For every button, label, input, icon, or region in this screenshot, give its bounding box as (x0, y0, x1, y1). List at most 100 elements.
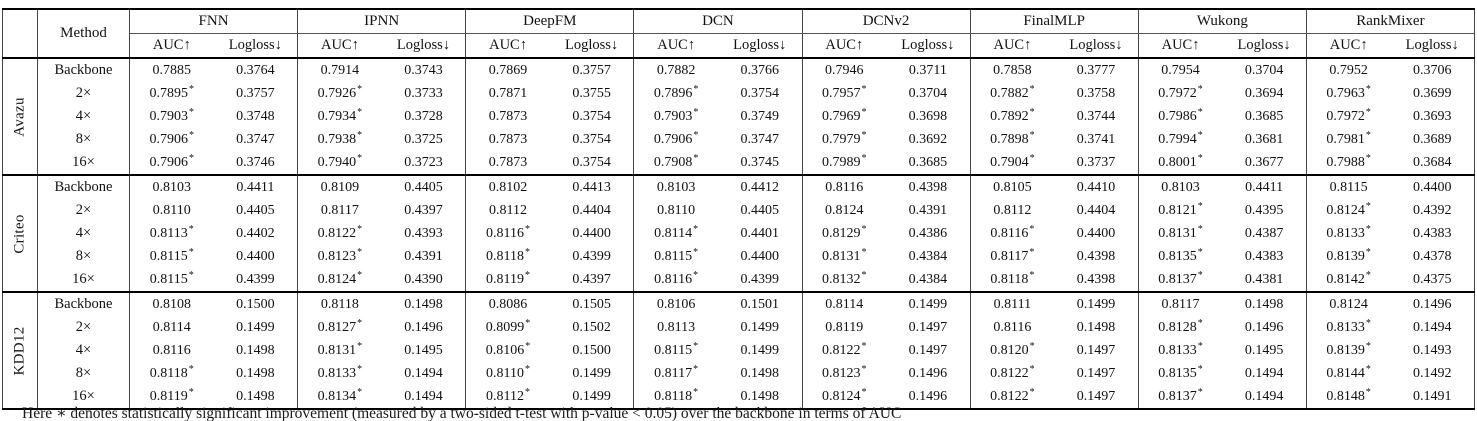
auc-value: 0.8128* (1158, 317, 1203, 335)
auc-value: 0.7903* (149, 106, 195, 124)
auc-value: 0.8112 (993, 202, 1032, 218)
auc-value: 0.7954 (1138, 57, 1223, 82)
logloss-value: 0.4405 (717, 199, 803, 222)
group-header-dcn: DCN (633, 9, 803, 34)
auc-value: 0.8114* (654, 223, 699, 241)
metric-header-logloss: Logloss↓ (1390, 33, 1476, 59)
logloss-value: 0.4397 (381, 199, 467, 222)
auc-value: 0.8110 (657, 202, 696, 218)
auc-value: 0.8116 (802, 174, 887, 199)
significance-star: * (1365, 83, 1371, 95)
logloss-value: 0.3741 (1054, 128, 1139, 151)
auc-value: 0.8132* (822, 269, 867, 287)
logloss-value: 0.1502 (549, 316, 635, 339)
logloss-value: 0.1496 (886, 362, 971, 385)
auc-value: 0.7873 (488, 131, 528, 147)
auc-value: 0.8117* (654, 363, 699, 381)
significance-star: * (861, 83, 867, 95)
auc-value: 0.7906* (653, 129, 699, 147)
significance-star: * (188, 363, 194, 375)
significance-star: * (1029, 363, 1035, 375)
auc-value: 0.8124* (317, 269, 363, 287)
auc-value: 0.7895* (149, 83, 195, 101)
logloss-value: 0.3777 (1054, 57, 1139, 82)
auc-value: 0.8114 (802, 291, 887, 316)
auc-value: 0.8117* (990, 246, 1035, 264)
auc-value: 0.8122* (990, 386, 1035, 404)
logloss-value: 0.4390 (381, 268, 467, 292)
logloss-value: 0.4384 (886, 268, 971, 292)
significance-star: * (693, 386, 699, 398)
row-label: 16× (37, 268, 130, 292)
significance-star: * (525, 223, 531, 235)
table-row: 2× 0.8110 0.4405 0.8117 0.4397 0.8112 0.4404 0.… (3, 199, 1476, 222)
auc-value: 0.7906* (149, 152, 195, 170)
auc-value: 0.7892* (990, 106, 1035, 124)
auc-value: 0.7988* (1326, 152, 1371, 170)
significance-star: * (357, 246, 363, 258)
auc-value: 0.7898* (990, 129, 1035, 147)
table-row: 4× 0.7903* 0.3748 0.7934* 0.3728 0.7873 0.3754… (3, 105, 1476, 128)
logloss-value: 0.3747 (717, 128, 803, 151)
auc-value: 0.8117 (320, 202, 359, 218)
auc-value: 0.8135* (1158, 246, 1203, 264)
auc-value: 0.7994* (1158, 129, 1203, 147)
logloss-value: 0.4383 (1390, 222, 1476, 245)
auc-value: 0.8134* (317, 386, 363, 404)
significance-star: * (1365, 129, 1371, 141)
logloss-value: 0.1497 (1054, 362, 1139, 385)
significance-star: * (861, 363, 867, 375)
row-label: 4× (37, 222, 130, 245)
logloss-value: 0.4412 (717, 174, 803, 199)
table-row: 16× 0.7906* 0.3746 0.7940* 0.3723 0.7873 0.375… (3, 151, 1476, 175)
logloss-value: 0.1497 (1054, 385, 1139, 409)
auc-value: 0.8127* (317, 317, 363, 335)
logloss-value: 0.3725 (381, 128, 467, 151)
auc-value: 0.7858 (970, 57, 1055, 82)
dataset-label-criteo: Criteo (2, 174, 38, 292)
auc-value: 0.8112 (489, 202, 528, 218)
auc-value: 0.8120* (990, 340, 1035, 358)
significance-star: * (1197, 200, 1203, 212)
auc-value: 0.8086 (465, 291, 550, 316)
auc-value: 0.8103 (129, 174, 214, 199)
significance-star: * (1197, 317, 1203, 329)
logloss-value: 0.4404 (549, 199, 635, 222)
auc-value: 0.8113 (657, 319, 696, 335)
auc-value: 0.7914 (297, 57, 382, 82)
logloss-value: 0.3704 (886, 82, 971, 105)
auc-value: 0.8118* (486, 246, 531, 264)
auc-value: 0.8118* (990, 269, 1035, 287)
auc-value: 0.8133* (317, 363, 363, 381)
metric-header-logloss: Logloss↓ (381, 33, 467, 59)
row-label: 16× (37, 385, 130, 409)
auc-value: 0.7882* (990, 83, 1035, 101)
significance-star: * (861, 246, 867, 258)
significance-star: * (1365, 317, 1371, 329)
significance-star: * (1197, 386, 1203, 398)
logloss-value: 0.3723 (381, 151, 467, 175)
logloss-value: 0.3748 (213, 105, 299, 128)
significance-star: * (1365, 363, 1371, 375)
auc-value: 0.7885 (129, 57, 214, 82)
logloss-value: 0.4386 (886, 222, 971, 245)
auc-value: 0.8133* (1158, 340, 1203, 358)
auc-value: 0.8119* (149, 386, 194, 404)
logloss-value: 0.4392 (1390, 199, 1476, 222)
significance-star: * (1029, 340, 1035, 352)
significance-star: * (1197, 106, 1203, 118)
logloss-value: 0.3754 (549, 105, 635, 128)
logloss-value: 0.3685 (1222, 105, 1307, 128)
logloss-value: 0.3754 (717, 82, 803, 105)
logloss-value: 0.4375 (1390, 268, 1476, 292)
table-row: 2× 0.8114 0.1499 0.8127* 0.1496 0.8099* 0.1502… (3, 316, 1476, 339)
significance-star: * (357, 269, 363, 281)
significance-star: * (1365, 269, 1371, 281)
significance-star: * (861, 223, 867, 235)
logloss-value: 0.3733 (381, 82, 467, 105)
metric-header-auc: AUC↑ (970, 33, 1055, 59)
row-label: 8× (37, 245, 130, 268)
logloss-value: 0.1498 (213, 339, 299, 362)
logloss-value: 0.3766 (717, 57, 803, 82)
auc-value: 0.8137* (1158, 269, 1203, 287)
